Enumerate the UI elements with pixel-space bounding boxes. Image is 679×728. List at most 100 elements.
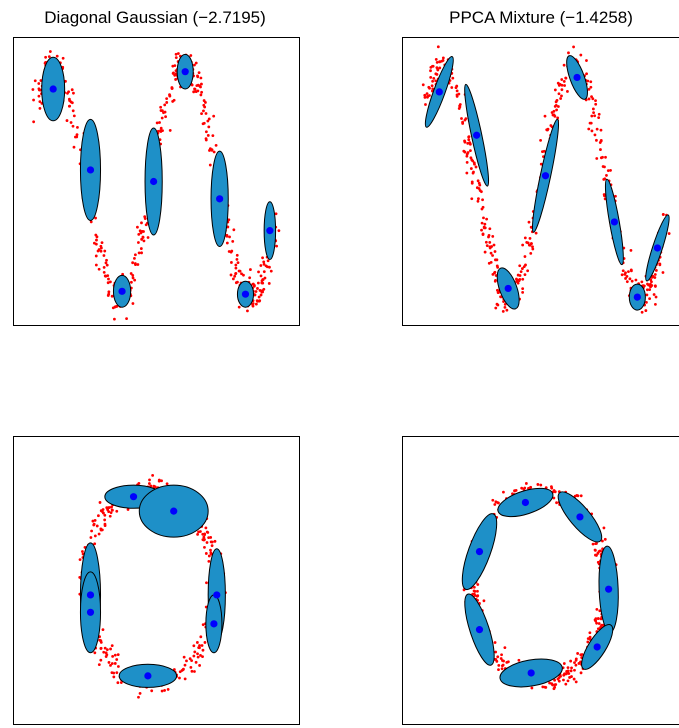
scatter-point — [587, 127, 591, 131]
scatter-point — [234, 281, 238, 285]
scatter-point — [661, 213, 665, 216]
scatter-point — [94, 254, 98, 258]
scatter-point — [574, 663, 578, 667]
scatter-point — [466, 151, 470, 154]
scatter-point — [654, 295, 658, 299]
scatter-point — [44, 55, 48, 59]
scatter-point — [38, 106, 42, 110]
scatter-point — [491, 254, 494, 257]
scatter-point — [654, 285, 657, 288]
scatter-point — [502, 490, 505, 494]
component-center — [213, 591, 221, 599]
scatter-point — [65, 119, 69, 122]
scatter-point — [470, 181, 474, 185]
scatter-point — [168, 94, 172, 97]
scatter-point — [467, 138, 471, 142]
scatter-point — [213, 539, 217, 543]
scatter-point — [593, 133, 597, 137]
scatter-point — [471, 159, 475, 163]
scatter-point — [240, 272, 243, 276]
scatter-point — [160, 116, 164, 120]
scatter-point — [110, 508, 114, 512]
scatter-point — [230, 261, 233, 264]
scatter-point — [462, 149, 466, 153]
scatter-point — [480, 228, 483, 232]
scatter-point — [200, 112, 203, 116]
scatter-point — [91, 519, 95, 523]
scatter-point — [71, 109, 75, 113]
scatter-point — [472, 170, 475, 174]
scatter-point — [421, 83, 425, 87]
scatter-point — [597, 617, 600, 620]
scatter-point — [500, 653, 503, 657]
scatter-point — [61, 56, 65, 60]
component-center — [653, 244, 662, 252]
scatter-point — [654, 302, 657, 306]
scatter-point — [178, 670, 182, 674]
scatter-point — [431, 79, 435, 83]
scatter-point — [434, 57, 438, 61]
component-center — [573, 73, 581, 82]
scatter-point — [496, 288, 499, 292]
scatter-point — [476, 199, 480, 203]
scatter-point — [102, 265, 106, 269]
component-center — [633, 293, 641, 301]
scatter-point — [596, 551, 600, 555]
scatter-point — [577, 662, 581, 665]
scatter-point — [536, 483, 540, 486]
scatter-point — [467, 135, 471, 139]
scatter-point — [207, 536, 211, 540]
scatter-point — [624, 277, 627, 280]
scatter-point — [539, 138, 542, 142]
scatter-point — [552, 496, 556, 500]
scatter-point — [188, 657, 192, 661]
scatter-point — [521, 277, 525, 281]
scatter-point — [103, 646, 107, 650]
scatter-point — [480, 221, 484, 225]
scatter-point — [94, 263, 98, 267]
component-center — [216, 195, 224, 203]
scatter-point — [102, 254, 106, 257]
scatter-point — [640, 280, 644, 284]
scatter-point — [458, 103, 462, 106]
scatter-point — [202, 535, 206, 539]
scatter-point — [499, 657, 503, 660]
scatter-point — [425, 92, 429, 96]
scatter-point — [90, 529, 94, 533]
scatter-point — [163, 689, 166, 692]
scatter-point — [644, 309, 648, 312]
scatter-point — [163, 103, 167, 107]
scatter-point — [623, 272, 627, 276]
scatter-point — [160, 689, 164, 693]
scatter-point — [589, 121, 593, 125]
scatter-point — [589, 85, 593, 89]
scatter-point — [258, 289, 262, 292]
component-center — [266, 227, 274, 235]
scatter-point — [204, 138, 208, 142]
chart-title-left: Diagonal Gaussian (−2.7195) — [44, 8, 266, 27]
scatter-point — [520, 486, 524, 490]
scatter-point — [424, 103, 427, 106]
scatter-point — [522, 487, 526, 491]
scatter-point — [106, 274, 110, 278]
scatter-point — [605, 174, 608, 177]
scatter-point — [597, 112, 601, 116]
scatter-point — [205, 581, 208, 585]
scatter-point — [251, 282, 255, 286]
scatter-point — [237, 269, 241, 273]
scatter-point — [463, 140, 467, 144]
scatter-point — [489, 260, 493, 264]
scatter-point — [193, 63, 196, 67]
plot-frame — [13, 436, 300, 725]
component-center — [605, 585, 613, 593]
scatter-point — [256, 287, 259, 290]
scatter-point — [431, 87, 435, 91]
scatter-point — [93, 518, 97, 522]
scatter-point — [67, 104, 71, 108]
component-center — [521, 498, 530, 507]
scatter-point — [92, 523, 96, 527]
scatter-point — [131, 276, 135, 280]
scatter-point — [496, 303, 500, 307]
scatter-point — [495, 258, 499, 262]
scatter-point — [149, 484, 153, 488]
